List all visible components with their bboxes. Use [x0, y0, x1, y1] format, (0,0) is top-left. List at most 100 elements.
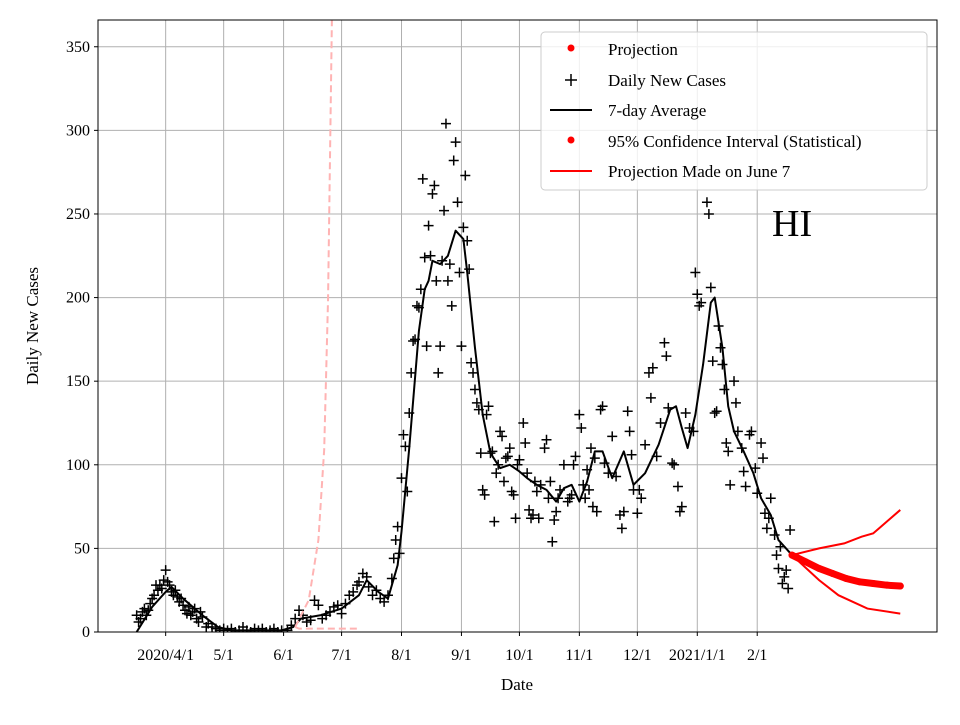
june7-projection-lower-line — [294, 626, 358, 630]
daily-case-point — [551, 506, 562, 517]
daily-case-point — [725, 479, 736, 490]
y-tick-label: 50 — [74, 540, 90, 557]
daily-case-point — [497, 431, 508, 442]
daily-case-point — [711, 406, 722, 417]
daily-case-point — [290, 613, 301, 624]
daily-case-point — [425, 250, 436, 261]
ci-upper-line — [791, 509, 901, 557]
daily-case-point — [777, 578, 788, 589]
daily-case-point — [468, 367, 479, 378]
projection-point — [815, 564, 823, 572]
daily-case-point — [729, 376, 740, 387]
daily-case-point — [756, 438, 767, 449]
daily-case-point — [759, 508, 770, 519]
daily-case-point — [661, 351, 672, 362]
legend: Projection Daily New Cases 7-day Average… — [540, 31, 928, 191]
daily-case-point — [618, 506, 629, 517]
daily-case-point — [149, 590, 160, 601]
daily-case-point — [313, 600, 324, 611]
daily-case-point — [504, 443, 515, 454]
legend-label-7day: 7-day Average — [608, 101, 706, 120]
daily-case-point — [541, 434, 552, 445]
y-tick-label: 250 — [66, 206, 90, 223]
daily-case-point — [647, 362, 658, 373]
legend-label-daily-cases: Daily New Cases — [608, 71, 726, 90]
daily-case-point — [703, 208, 714, 219]
daily-case-point — [458, 222, 469, 233]
daily-case-point — [587, 501, 598, 512]
daily-case-point — [574, 409, 585, 420]
daily-case-point — [477, 484, 488, 495]
daily-case-point — [452, 197, 463, 208]
daily-case-point — [471, 397, 482, 408]
daily-case-point — [773, 563, 784, 574]
daily-case-point — [508, 489, 519, 500]
daily-case-point — [781, 565, 792, 576]
daily-case-point — [379, 596, 390, 607]
daily-case-point — [545, 476, 556, 487]
legend-label-ci: 95% Confidence Interval (Statistical) — [608, 132, 862, 151]
daily-case-point — [429, 180, 440, 191]
daily-case-point — [454, 267, 465, 278]
daily-case-point — [717, 359, 728, 370]
daily-case-point — [419, 252, 430, 263]
daily-case-point — [332, 600, 343, 611]
daily-case-point — [585, 443, 596, 454]
daily-case-point — [543, 493, 554, 504]
daily-case-point — [522, 468, 533, 479]
daily-case-point — [431, 275, 442, 286]
daily-case-point — [696, 297, 707, 308]
legend-marker-projection — [567, 44, 575, 52]
daily-case-point — [771, 550, 782, 561]
daily-case-point — [435, 341, 446, 352]
daily-case-point — [475, 448, 486, 459]
x-tick-label: 2/1 — [747, 647, 767, 664]
x-tick-label: 9/1 — [451, 647, 471, 664]
y-axis-label: Daily New Cases — [23, 267, 42, 385]
daily-case-point — [423, 220, 434, 231]
daily-case-point — [230, 627, 241, 632]
daily-case-point — [690, 267, 701, 278]
x-tick-label: 12/1 — [623, 647, 651, 664]
june7-projection-line — [294, 20, 333, 628]
daily-case-point — [160, 565, 171, 576]
daily-case-point — [495, 426, 506, 437]
daily-case-point — [715, 342, 726, 353]
projection-point — [842, 574, 850, 582]
legend-label-june7: Projection Made on June 7 — [608, 162, 791, 181]
daily-case-point — [444, 259, 455, 270]
daily-case-point — [576, 423, 587, 433]
daily-case-point — [456, 341, 467, 352]
daily-case-point — [566, 489, 577, 500]
x-tick-label: 2020/4/1 — [137, 647, 194, 664]
daily-case-point — [440, 118, 451, 129]
seven-day-average-line — [135, 229, 793, 632]
daily-case-point — [527, 509, 538, 520]
daily-case-point — [408, 336, 419, 347]
daily-case-point — [558, 459, 569, 470]
daily-case-point — [396, 473, 407, 484]
daily-case-point — [491, 468, 502, 479]
daily-case-point — [483, 401, 494, 412]
x-tick-label: 6/1 — [273, 647, 293, 664]
daily-case-point — [145, 598, 156, 609]
daily-case-point — [624, 426, 635, 437]
daily-case-point — [388, 553, 399, 564]
daily-case-point — [676, 501, 687, 512]
daily-case-point — [723, 446, 734, 457]
daily-case-point — [531, 486, 542, 497]
daily-case-point — [616, 523, 627, 534]
daily-case-point — [783, 583, 794, 594]
x-tick-label: 8/1 — [391, 647, 411, 664]
projection-point — [829, 569, 837, 577]
daily-case-point — [626, 449, 637, 460]
daily-case-point — [479, 489, 490, 500]
daily-case-point — [547, 536, 558, 547]
daily-case-point — [353, 576, 364, 587]
daily-case-point — [533, 513, 544, 524]
plot-frame — [97, 19, 938, 633]
daily-case-point — [667, 458, 678, 469]
daily-case-point — [514, 454, 525, 465]
daily-case-point — [701, 197, 712, 208]
